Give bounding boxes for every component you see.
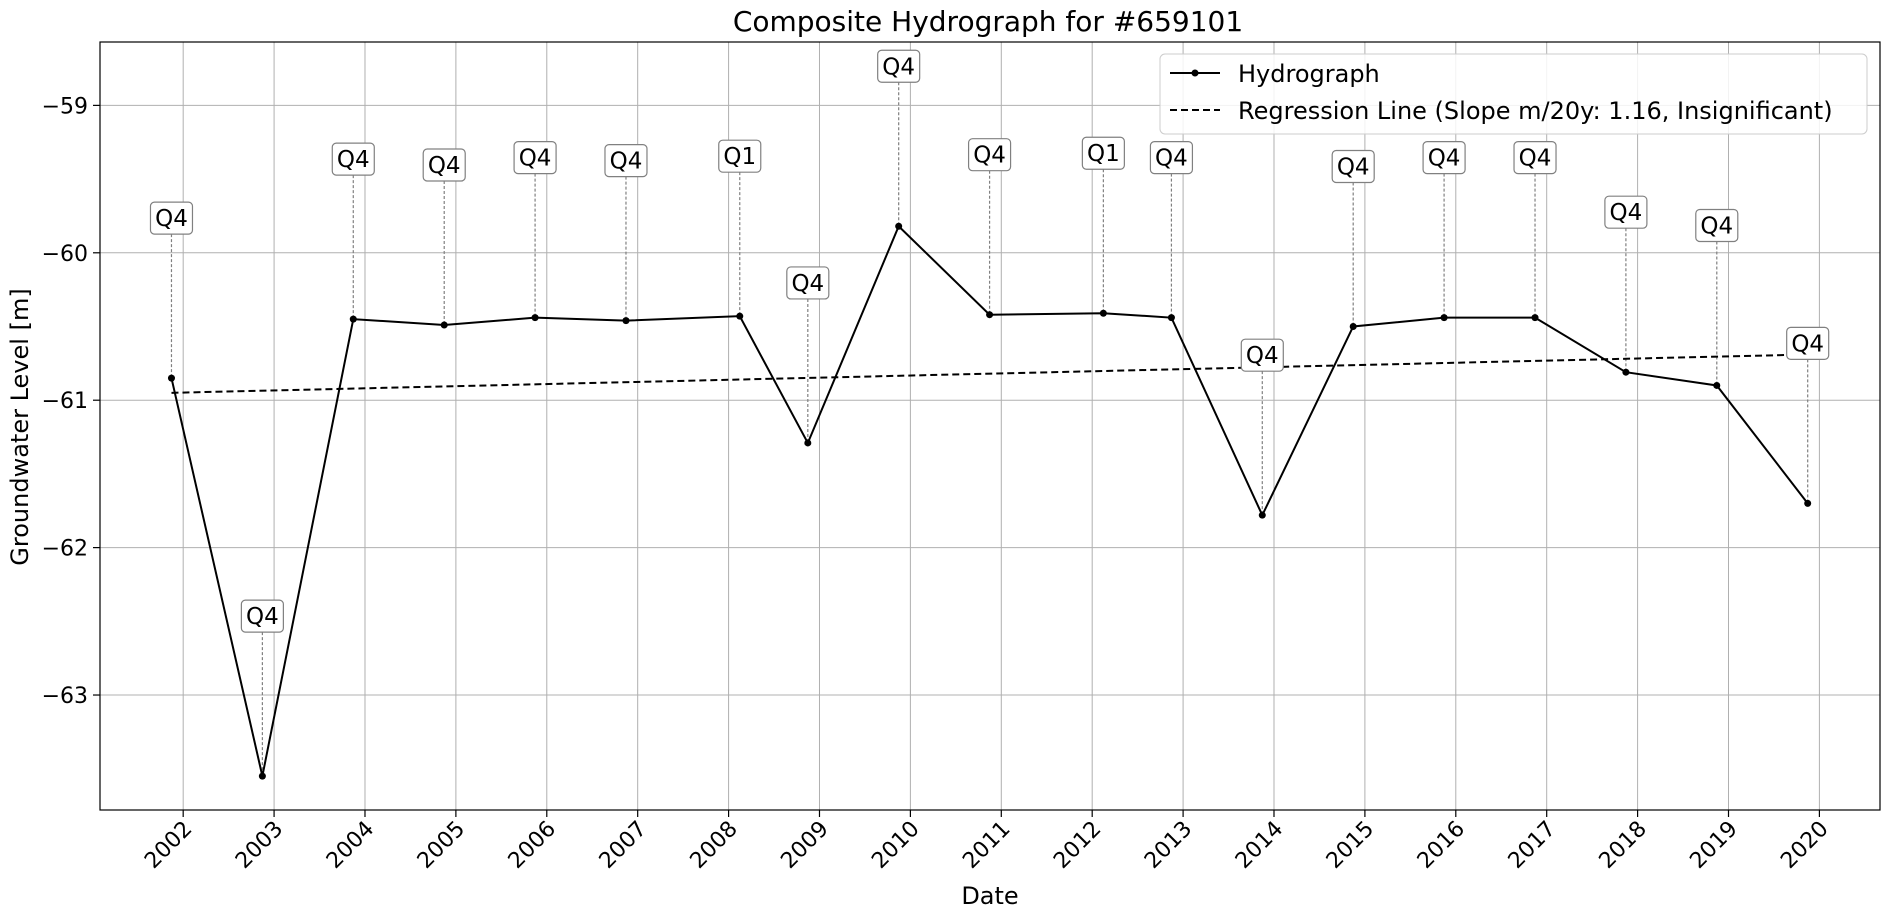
hydrograph-point bbox=[1531, 314, 1539, 322]
annotation-label: Q4 bbox=[246, 604, 279, 630]
y-tick-label: −61 bbox=[42, 389, 88, 414]
legend-hydrograph-label: Hydrograph bbox=[1238, 60, 1380, 88]
annotation-box bbox=[877, 49, 921, 83]
annotation-box bbox=[331, 142, 375, 176]
y-tick-label: −60 bbox=[42, 242, 88, 267]
annotation-box bbox=[149, 201, 194, 235]
hydrograph-point bbox=[1258, 511, 1266, 519]
annotation-box bbox=[786, 266, 830, 300]
plot-frame bbox=[99, 41, 1881, 811]
annotation-label: Q4 bbox=[1791, 331, 1824, 357]
legend: Hydrograph Regression Line (Slope m/20y:… bbox=[1159, 53, 1868, 135]
annotation-label: Q4 bbox=[791, 271, 824, 297]
hydrograph-point bbox=[804, 439, 812, 447]
hydrograph-point bbox=[736, 312, 744, 320]
y-axis-label: Groundwater Level [m] bbox=[6, 288, 34, 565]
hydrograph-point bbox=[986, 311, 994, 319]
legend-box bbox=[1159, 53, 1868, 135]
annotation-box bbox=[240, 599, 284, 633]
y-tick-label: −63 bbox=[42, 684, 88, 709]
hydrograph-point bbox=[1440, 314, 1448, 322]
hydrograph-point bbox=[1167, 314, 1175, 322]
annotation-label: Q4 bbox=[1337, 154, 1370, 180]
annotation-box bbox=[1786, 326, 1830, 360]
legend-hydrograph-marker bbox=[1191, 69, 1199, 77]
hydrograph-point bbox=[1622, 368, 1630, 376]
annotation-box bbox=[1695, 208, 1739, 243]
y-tick-label: −59 bbox=[42, 94, 88, 119]
annotation-box bbox=[1149, 141, 1194, 175]
annotation-label: Q4 bbox=[882, 54, 915, 80]
hydrograph-point bbox=[167, 374, 175, 382]
annotation-box bbox=[1604, 195, 1648, 229]
legend-regression-label: Regression Line (Slope m/20y: 1.16, Insi… bbox=[1238, 97, 1833, 125]
hydrograph-point bbox=[622, 317, 630, 325]
annotation-box bbox=[967, 138, 1012, 172]
hydrograph-point bbox=[1349, 322, 1357, 330]
annotation-box bbox=[422, 148, 466, 182]
annotation-label: Q4 bbox=[1428, 146, 1461, 172]
annotation-label: Q4 bbox=[1246, 343, 1279, 369]
annotation-box bbox=[1331, 149, 1375, 184]
series-markers bbox=[167, 222, 1812, 780]
annotation-box bbox=[1240, 338, 1284, 372]
annotation-box bbox=[1513, 141, 1557, 175]
annotation-box bbox=[513, 141, 557, 175]
hydrograph-point bbox=[1713, 381, 1721, 389]
annotation-label: Q4 bbox=[337, 147, 370, 173]
annotation-box bbox=[718, 139, 762, 173]
annotation-label: Q4 bbox=[610, 149, 643, 175]
hydrograph-point bbox=[1804, 499, 1812, 507]
annotation-box bbox=[1081, 136, 1125, 170]
annotation-box bbox=[1422, 141, 1466, 175]
annotation-label: Q4 bbox=[519, 146, 552, 172]
annotation-label: Q1 bbox=[1087, 141, 1120, 167]
annotation-label: Q4 bbox=[1519, 146, 1552, 172]
chart-title: Composite Hydrograph for #659101 bbox=[733, 5, 1243, 38]
annotation-label: Q4 bbox=[428, 153, 461, 179]
hydrograph-point bbox=[440, 321, 448, 329]
regression-line bbox=[171, 353, 1808, 394]
annotation-label: Q4 bbox=[973, 143, 1006, 169]
annotation-label: Q4 bbox=[1700, 213, 1733, 239]
y-tick-label: −62 bbox=[42, 537, 88, 562]
annotation-label: Q1 bbox=[723, 144, 756, 170]
annotation-label: Q4 bbox=[155, 206, 188, 232]
annotation-label: Q4 bbox=[1155, 146, 1188, 172]
hydrograph-point bbox=[895, 222, 903, 230]
x-axis-label: Date bbox=[961, 882, 1018, 910]
quarter-annotations: Q4 Q4 Q4 Q4 Q4 Q4 Q1 Q4 Q4 Q4 Q1 Q4 Q4 Q4 Q4 Q4 Q4 Q4 Q4 bbox=[149, 49, 1830, 633]
annotation-leaders bbox=[170, 82, 1809, 777]
y-axis-ticks: −59 −60 −61 −62 −63 bbox=[42, 94, 100, 709]
annotation-box bbox=[604, 144, 648, 178]
hydrograph-point bbox=[531, 314, 539, 322]
hydrograph-point bbox=[349, 315, 357, 323]
hydrograph-point bbox=[1099, 309, 1107, 317]
annotation-label: Q4 bbox=[1610, 200, 1643, 226]
hydrograph-point bbox=[258, 772, 266, 780]
